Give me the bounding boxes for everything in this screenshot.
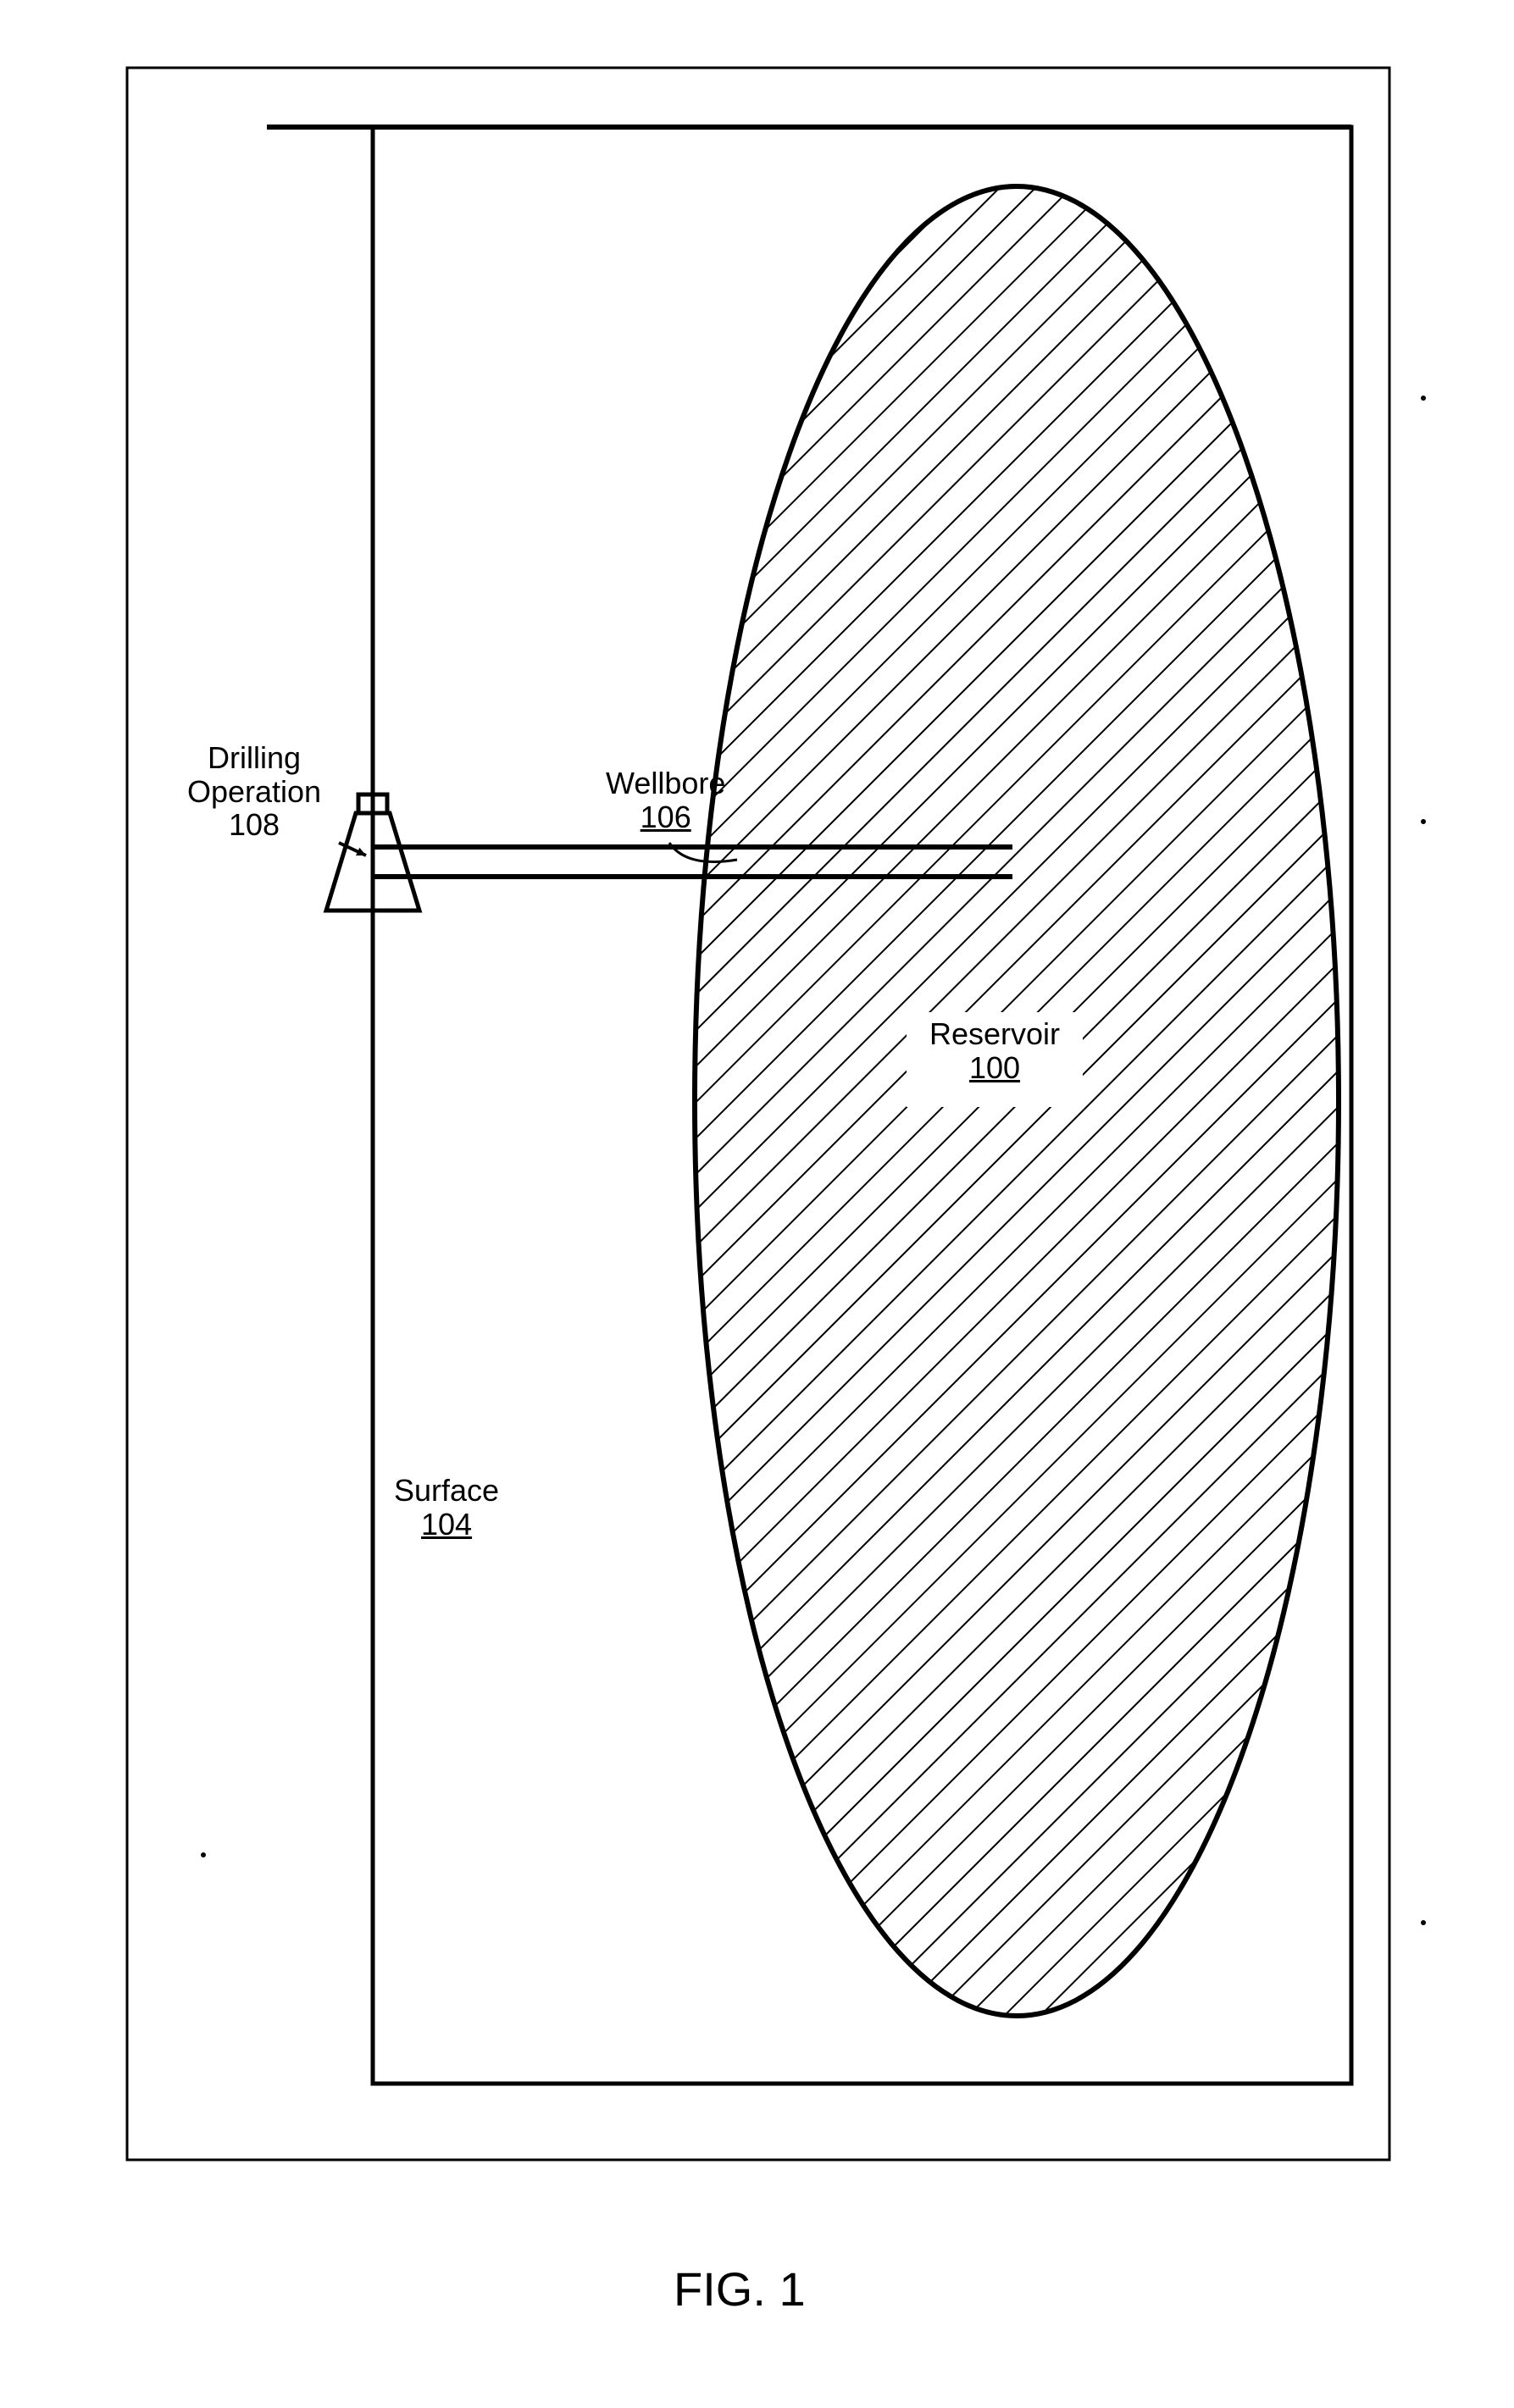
surface-label-num: 104 (394, 1508, 499, 1542)
wellbore-label: Wellbore 106 (606, 767, 725, 833)
reservoir-label-num: 100 (910, 1051, 1079, 1085)
artifact-dot (1421, 396, 1426, 401)
drilling-label-text2: Operation (178, 775, 330, 809)
reservoir-label-text: Reservoir (910, 1017, 1079, 1051)
surface-label-text: Surface (394, 1474, 499, 1508)
page-root: Drilling Operation 108 Surface 104 Wellb… (0, 0, 1514, 2408)
wellbore-label-num: 106 (606, 800, 725, 834)
figure-caption: FIG. 1 (674, 2261, 806, 2317)
drilling-label-num: 108 (178, 808, 330, 842)
drilling-label-text1: Drilling (178, 741, 330, 775)
artifact-dot (201, 1852, 206, 1857)
surface-label: Surface 104 (394, 1474, 499, 1541)
artifact-dot (1421, 819, 1426, 824)
artifact-dot (1421, 1920, 1426, 1925)
reservoir-label: Reservoir 100 (907, 1012, 1083, 1107)
wellbore-label-text: Wellbore (606, 767, 725, 800)
drilling-operation-label: Drilling Operation 108 (178, 741, 330, 842)
diagram-svg (0, 0, 1514, 2408)
